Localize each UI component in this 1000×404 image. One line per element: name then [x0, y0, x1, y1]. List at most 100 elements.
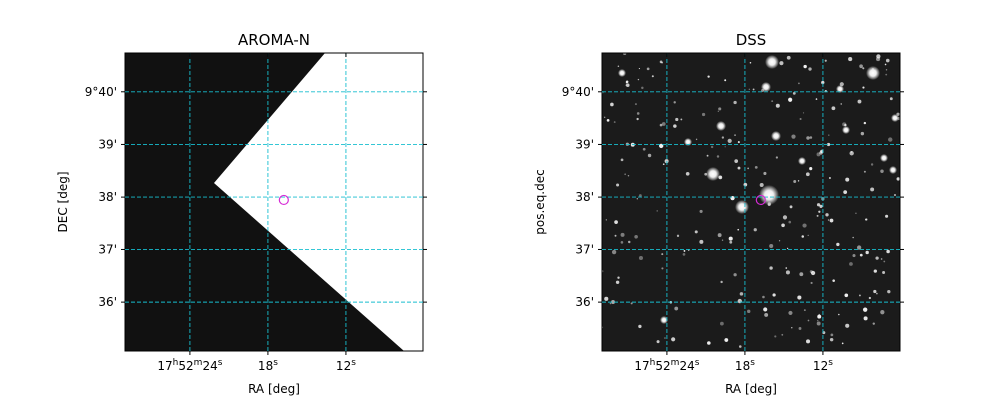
star [849, 151, 854, 156]
star [819, 204, 823, 208]
x-tick-label: 12s [336, 358, 356, 373]
star [876, 54, 881, 59]
star [661, 122, 666, 126]
star [620, 232, 625, 237]
star [882, 271, 886, 275]
x-tick-label: 12s [813, 358, 833, 373]
star [870, 163, 874, 166]
star [829, 218, 834, 223]
star [721, 136, 725, 139]
star [844, 123, 847, 127]
star [774, 335, 777, 338]
star [873, 269, 877, 273]
star [880, 258, 883, 260]
star [870, 187, 875, 192]
star [694, 230, 698, 234]
star [624, 173, 627, 176]
star [843, 190, 848, 195]
target-marker [755, 194, 766, 206]
star [863, 121, 867, 125]
star [788, 97, 793, 102]
star [821, 80, 825, 85]
star [868, 296, 871, 300]
star [747, 167, 749, 170]
bright-star [716, 121, 726, 131]
star [651, 75, 654, 78]
star [675, 117, 679, 122]
star [792, 91, 796, 95]
y-tick-label: 39' [575, 137, 594, 151]
star [638, 324, 642, 329]
star [605, 219, 607, 221]
star [762, 295, 765, 299]
star [887, 290, 891, 294]
star [816, 321, 821, 326]
bright-star [618, 69, 626, 77]
star [862, 67, 865, 70]
star [611, 299, 616, 304]
star [798, 327, 802, 330]
star [737, 298, 742, 304]
star [772, 293, 776, 297]
star [828, 134, 830, 136]
image [125, 53, 423, 351]
star [886, 249, 890, 254]
star [801, 235, 805, 238]
star [617, 276, 620, 279]
axes-frame [124, 52, 424, 352]
y-axis-label: DEC [deg] [56, 172, 70, 233]
star [763, 307, 768, 312]
star [816, 203, 821, 207]
star [849, 262, 853, 266]
star [809, 270, 813, 274]
bright-star [889, 166, 897, 174]
star [825, 213, 829, 217]
star [865, 218, 867, 221]
y-tick-label: 38' [575, 190, 594, 204]
star [647, 153, 652, 158]
star [815, 98, 818, 100]
star [896, 177, 900, 181]
star [771, 100, 774, 103]
star [836, 242, 840, 247]
star [885, 214, 889, 218]
star [857, 99, 862, 104]
star [680, 118, 683, 121]
star [737, 228, 740, 231]
star [724, 338, 729, 342]
star [799, 117, 802, 121]
star [844, 293, 849, 298]
star [617, 65, 620, 67]
star [642, 147, 646, 151]
star [671, 337, 676, 342]
star [818, 210, 821, 213]
star [749, 61, 752, 64]
star [863, 170, 866, 173]
star [880, 169, 884, 173]
star [738, 345, 742, 348]
star [737, 141, 740, 144]
star [848, 57, 853, 62]
star [716, 155, 720, 158]
star [718, 107, 722, 111]
bright-star [660, 316, 668, 324]
y-tick-label: 9°40' [85, 85, 117, 99]
star [775, 156, 779, 159]
y-tick-label: 38' [98, 190, 117, 204]
star [838, 313, 840, 316]
star [707, 75, 710, 78]
star [699, 239, 704, 244]
star [662, 163, 665, 166]
star [805, 172, 810, 177]
star [806, 136, 810, 140]
star [872, 322, 875, 325]
star [778, 240, 781, 242]
star [616, 183, 620, 187]
star [637, 78, 640, 81]
star [775, 103, 780, 108]
star [860, 131, 865, 136]
star [806, 339, 811, 344]
star [729, 240, 733, 244]
star [620, 158, 624, 162]
